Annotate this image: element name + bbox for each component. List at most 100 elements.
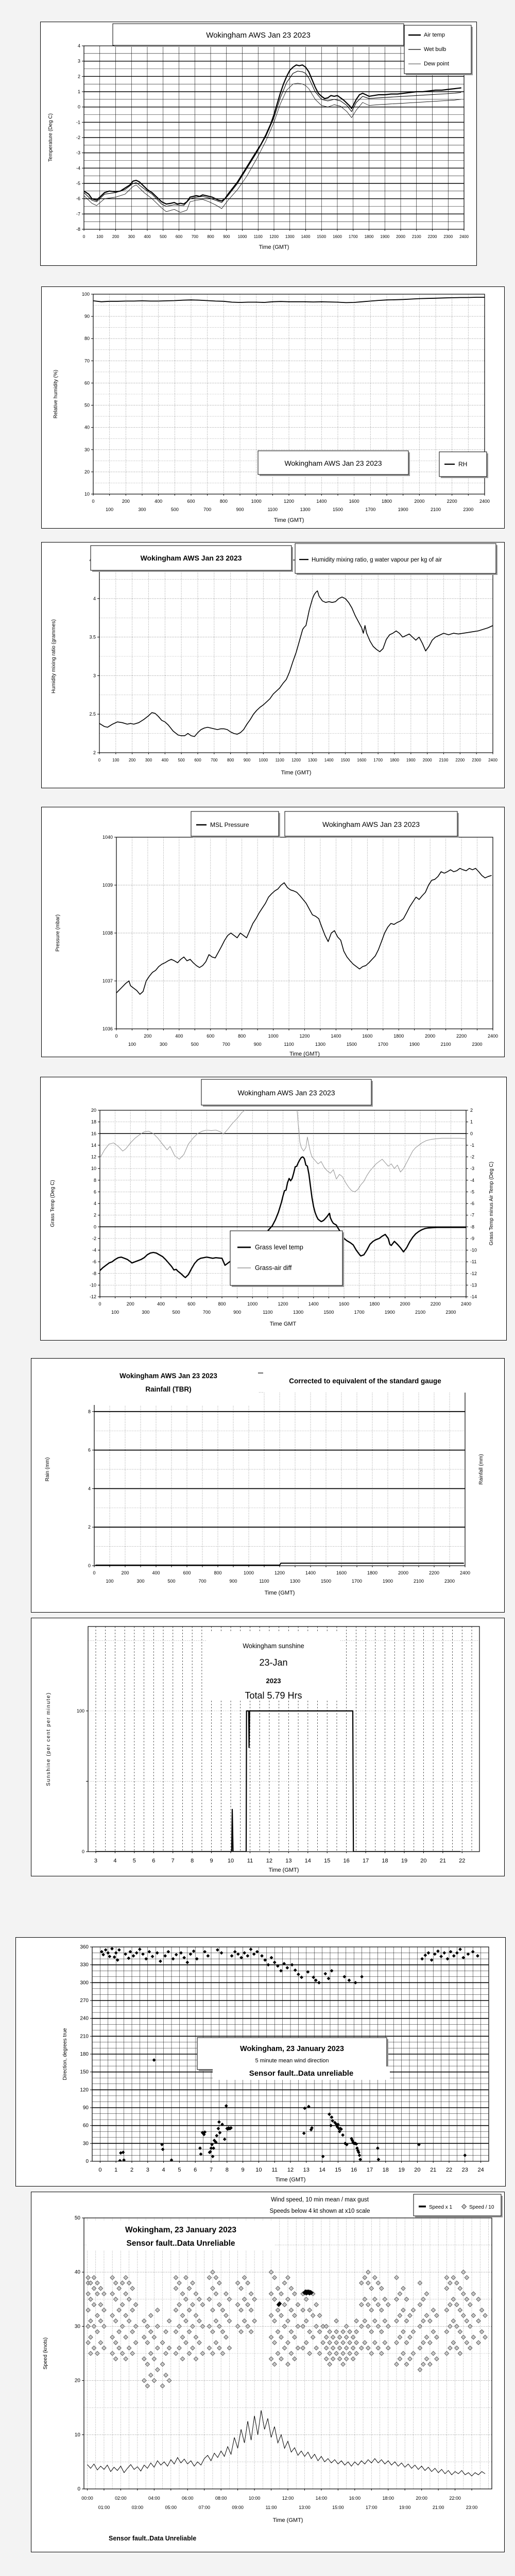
svg-text:4: 4 <box>93 596 96 601</box>
svg-text:01:00: 01:00 <box>98 2505 110 2510</box>
svg-text:2100: 2100 <box>412 234 421 239</box>
svg-text:1100: 1100 <box>259 1579 269 1584</box>
svg-text:150: 150 <box>80 2070 89 2075</box>
svg-text:500: 500 <box>171 507 179 512</box>
svg-text:1900: 1900 <box>385 1310 395 1315</box>
svg-text:6: 6 <box>94 1189 96 1194</box>
svg-text:10: 10 <box>75 2432 81 2438</box>
svg-text:1600: 1600 <box>362 1033 372 1039</box>
svg-text:0: 0 <box>93 1570 95 1575</box>
svg-text:2: 2 <box>78 74 80 79</box>
svg-text:400: 400 <box>162 758 169 762</box>
mixing_ratio-x-axis-labels: 0 100 200 300 400 500 600 700 800 900 1000 1100 1200… <box>98 753 497 762</box>
svg-text:12: 12 <box>91 1155 96 1160</box>
svg-text:2000: 2000 <box>423 758 432 762</box>
svg-text:2200: 2200 <box>456 1033 467 1039</box>
pressure-series <box>116 868 492 995</box>
panel-sunshine-chart: 100 0 3 4 5 6 7 8 9 10 11 12 13 14 15 16 17 18 19 20 21 22 Tim… <box>31 1618 505 1876</box>
svg-text:-6: -6 <box>92 1259 96 1264</box>
svg-text:90: 90 <box>84 314 90 319</box>
svg-text:1200: 1200 <box>299 1033 310 1039</box>
svg-text:400: 400 <box>154 499 162 504</box>
temperature-x-axis-labels: 0 100 200 300 400 500 600 700 800 900 1000 1100 1200… <box>83 229 469 239</box>
svg-text:1700: 1700 <box>373 758 383 762</box>
series-sunshine <box>95 1710 461 1852</box>
svg-text:1200: 1200 <box>274 1570 285 1575</box>
svg-text:800: 800 <box>214 1570 221 1575</box>
svg-text:2200: 2200 <box>429 1570 439 1575</box>
svg-text:200: 200 <box>112 234 119 239</box>
svg-text:1300: 1300 <box>293 1310 303 1315</box>
rainfall-gridlines <box>94 1373 465 1566</box>
svg-text:10: 10 <box>255 2167 262 2173</box>
svg-text:60: 60 <box>83 2123 89 2129</box>
svg-text:400: 400 <box>175 1033 183 1039</box>
svg-text:1000: 1000 <box>247 1301 258 1307</box>
svg-text:2: 2 <box>88 1524 91 1530</box>
svg-text:1600: 1600 <box>357 758 366 762</box>
legend-label: Speed x 1 <box>429 2205 452 2210</box>
svg-text:2300: 2300 <box>444 1579 455 1584</box>
svg-text:1200: 1200 <box>284 499 294 504</box>
svg-text:100: 100 <box>82 292 90 297</box>
chart-title: Wokingham AWS Jan 23 2023 <box>119 1372 217 1380</box>
rainfall-y-axis-title: Rain (mm) <box>45 1458 50 1482</box>
svg-text:400: 400 <box>144 234 151 239</box>
svg-text:1600: 1600 <box>349 499 359 504</box>
svg-text:1800: 1800 <box>382 499 392 504</box>
rainfall-y2-axis-title: Rainfall (mm) <box>478 1454 484 1484</box>
svg-text:90: 90 <box>83 2105 89 2111</box>
svg-text:6: 6 <box>194 2167 197 2173</box>
chart-title: Wokingham sunshine <box>243 1642 304 1650</box>
svg-text:19: 19 <box>398 2167 404 2173</box>
svg-text:1: 1 <box>114 2167 117 2173</box>
pressure-y-axis-title: Pressure (mbar) <box>55 914 61 952</box>
svg-text:2000: 2000 <box>425 1033 435 1039</box>
svg-text:-2: -2 <box>92 1236 96 1241</box>
sensor-fault-text-bottom: Sensor fault..Data Unreliable <box>109 2535 196 2542</box>
svg-text:0: 0 <box>98 1301 101 1307</box>
svg-text:1000: 1000 <box>244 1570 254 1575</box>
svg-text:2300: 2300 <box>463 507 473 512</box>
svg-text:0: 0 <box>115 1033 117 1039</box>
svg-text:06:00: 06:00 <box>182 2496 194 2501</box>
svg-text:1600: 1600 <box>336 1570 347 1575</box>
svg-text:14: 14 <box>91 1143 96 1148</box>
svg-text:16: 16 <box>351 2167 357 2173</box>
legend-label: Grass level temp <box>255 1244 303 1251</box>
svg-text:2: 2 <box>94 1213 96 1218</box>
temperature-y-axis-title: Temperature (Deg C) <box>48 113 54 162</box>
svg-text:18: 18 <box>382 1858 388 1864</box>
humidity-y-axis-title: Relative humidity (%) <box>53 370 59 418</box>
svg-text:20: 20 <box>84 469 90 474</box>
svg-text:80: 80 <box>84 336 90 341</box>
svg-text:1400: 1400 <box>301 234 311 239</box>
svg-text:2.5: 2.5 <box>89 711 96 717</box>
svg-text:200: 200 <box>129 758 136 762</box>
mixing_ratio-y-axis-title: Humidity mixing ratio (grammes) <box>51 619 57 693</box>
legend-label: MSL Pressure <box>210 821 249 828</box>
svg-text:15: 15 <box>324 1858 330 1864</box>
svg-text:2300: 2300 <box>472 1042 483 1047</box>
series-msl-pressure <box>116 868 492 995</box>
svg-text:03:00: 03:00 <box>132 2505 144 2510</box>
svg-text:-1: -1 <box>76 120 80 125</box>
svg-text:16: 16 <box>91 1131 96 1136</box>
svg-text:12: 12 <box>266 1858 272 1864</box>
chart-title: Wokingham, 23 January 2023 <box>240 2045 344 2053</box>
sunshine-y-axis-title: Sunshine (per cent per minute) <box>46 1692 52 1786</box>
svg-text:100: 100 <box>128 1042 136 1047</box>
panel-mixing-ratio-chart: 4.543.532.520100200300400500600700800900… <box>41 542 505 788</box>
svg-text:700: 700 <box>198 1579 206 1584</box>
pressure-y-axis-labels: 1036 1037 1038 1039 1040 <box>102 835 116 1031</box>
svg-text:800: 800 <box>227 758 234 762</box>
svg-text:-10: -10 <box>90 1282 96 1287</box>
svg-text:100: 100 <box>111 1310 119 1315</box>
svg-text:2: 2 <box>470 1108 473 1113</box>
svg-text:0: 0 <box>88 1563 91 1568</box>
svg-text:1800: 1800 <box>365 234 374 239</box>
sunshine-x-axis-title: Time (GMT) <box>269 1867 299 1873</box>
svg-text:1400: 1400 <box>324 758 334 762</box>
legend-label: Grass-air diff <box>255 1264 292 1272</box>
